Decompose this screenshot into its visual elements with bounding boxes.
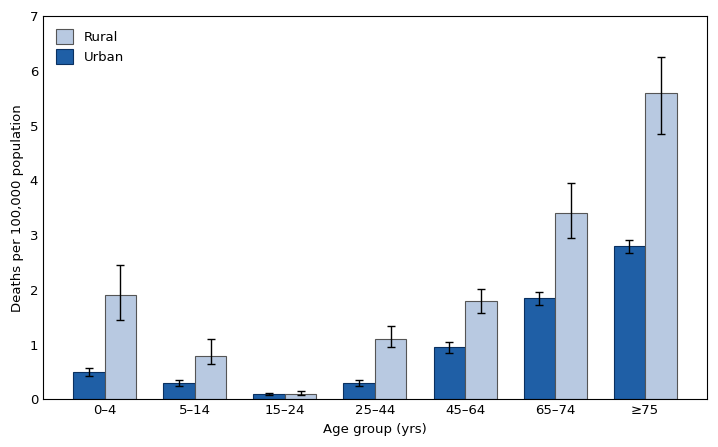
- Bar: [195, 356, 226, 400]
- X-axis label: Age group (yrs): Age group (yrs): [323, 423, 426, 436]
- Bar: [523, 298, 555, 400]
- Bar: [163, 383, 195, 400]
- Legend: Rural, Urban: Rural, Urban: [50, 23, 131, 71]
- Bar: [105, 295, 136, 400]
- Bar: [253, 394, 285, 400]
- Y-axis label: Deaths per 100,000 population: Deaths per 100,000 population: [11, 104, 24, 312]
- Bar: [375, 339, 406, 400]
- Bar: [614, 246, 645, 400]
- Bar: [434, 347, 465, 400]
- Bar: [343, 383, 375, 400]
- Bar: [645, 93, 676, 400]
- Bar: [465, 301, 497, 400]
- Bar: [73, 372, 105, 400]
- Bar: [285, 394, 317, 400]
- Bar: [555, 213, 587, 400]
